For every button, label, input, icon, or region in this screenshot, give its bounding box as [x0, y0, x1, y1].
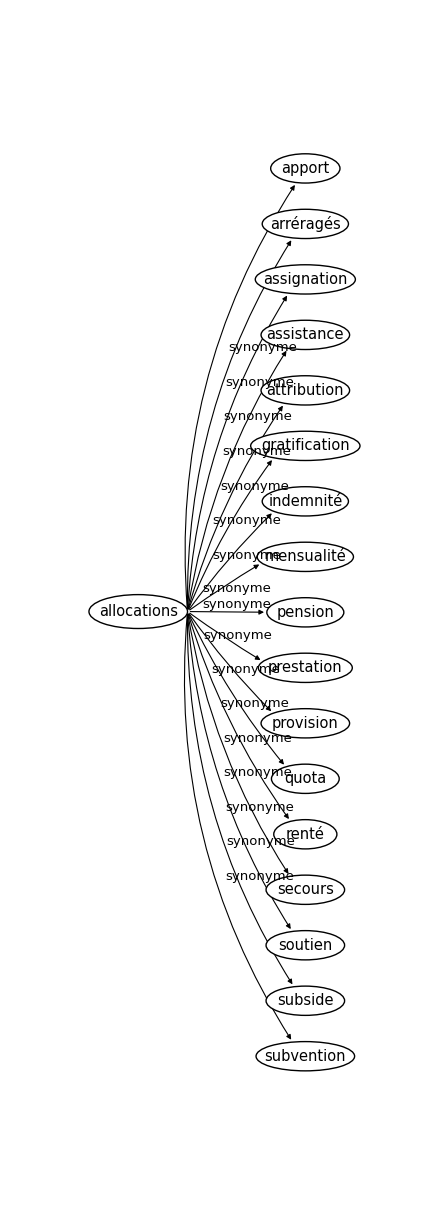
Text: secours: secours — [277, 883, 334, 897]
Ellipse shape — [262, 487, 349, 516]
Text: synonyme: synonyme — [222, 444, 291, 458]
Text: synonyme: synonyme — [212, 549, 281, 562]
Ellipse shape — [89, 595, 187, 629]
Ellipse shape — [251, 431, 360, 460]
Text: quota: quota — [284, 771, 327, 786]
Text: synonyme: synonyme — [226, 375, 295, 389]
Ellipse shape — [266, 930, 345, 960]
FancyArrowPatch shape — [190, 610, 263, 614]
Text: synonyme: synonyme — [213, 515, 282, 527]
Text: synonyme: synonyme — [228, 342, 297, 354]
Text: arréragés: arréragés — [270, 216, 341, 233]
Ellipse shape — [261, 708, 349, 737]
Ellipse shape — [274, 820, 337, 849]
Text: indemnité: indemnité — [268, 494, 343, 509]
FancyArrowPatch shape — [187, 241, 291, 609]
Ellipse shape — [257, 543, 353, 572]
Text: synonyme: synonyme — [225, 800, 294, 814]
FancyArrowPatch shape — [187, 297, 286, 609]
FancyArrowPatch shape — [188, 614, 288, 873]
Text: allocations: allocations — [99, 604, 178, 619]
FancyArrowPatch shape — [188, 351, 286, 609]
Text: renté: renté — [286, 827, 325, 842]
Text: subvention: subvention — [264, 1049, 346, 1063]
Ellipse shape — [261, 375, 349, 404]
Text: apport: apport — [281, 161, 330, 176]
Text: prestation: prestation — [268, 660, 343, 676]
Text: synonyme: synonyme — [220, 480, 289, 493]
Ellipse shape — [271, 764, 339, 793]
Text: soutien: soutien — [278, 937, 333, 953]
Text: synonyme: synonyme — [212, 662, 280, 676]
Text: synonyme: synonyme — [220, 696, 289, 710]
Ellipse shape — [271, 154, 340, 183]
Text: synonyme: synonyme — [224, 767, 292, 779]
Text: gratification: gratification — [261, 438, 349, 453]
FancyArrowPatch shape — [190, 566, 258, 610]
FancyArrowPatch shape — [187, 614, 292, 983]
Text: synonyme: synonyme — [226, 836, 295, 849]
Text: synonyme: synonyme — [202, 598, 271, 610]
FancyArrowPatch shape — [185, 186, 294, 609]
Text: synonyme: synonyme — [223, 411, 292, 423]
Ellipse shape — [261, 320, 349, 350]
Ellipse shape — [256, 1041, 355, 1071]
FancyArrowPatch shape — [187, 614, 290, 928]
FancyArrowPatch shape — [189, 614, 270, 711]
Text: pension: pension — [276, 604, 334, 620]
FancyArrowPatch shape — [188, 407, 282, 609]
Text: synonyme: synonyme — [224, 731, 292, 745]
Text: assistance: assistance — [267, 327, 344, 343]
Text: provision: provision — [272, 716, 339, 730]
Text: assignation: assignation — [263, 272, 347, 287]
FancyArrowPatch shape — [188, 614, 288, 819]
Text: synonyme: synonyme — [202, 582, 271, 595]
Ellipse shape — [258, 653, 353, 683]
Text: mensualité: mensualité — [264, 550, 346, 564]
Text: synonyme: synonyme — [203, 629, 272, 642]
Ellipse shape — [267, 598, 344, 627]
FancyArrowPatch shape — [189, 614, 283, 764]
Ellipse shape — [262, 210, 349, 239]
Ellipse shape — [266, 986, 345, 1015]
Text: attribution: attribution — [267, 383, 344, 398]
FancyArrowPatch shape — [184, 614, 291, 1039]
FancyArrowPatch shape — [189, 515, 271, 609]
FancyArrowPatch shape — [188, 461, 271, 609]
Text: subside: subside — [277, 993, 334, 1009]
Ellipse shape — [266, 876, 345, 905]
Ellipse shape — [255, 265, 356, 294]
FancyArrowPatch shape — [190, 613, 260, 660]
Text: synonyme: synonyme — [226, 869, 295, 883]
